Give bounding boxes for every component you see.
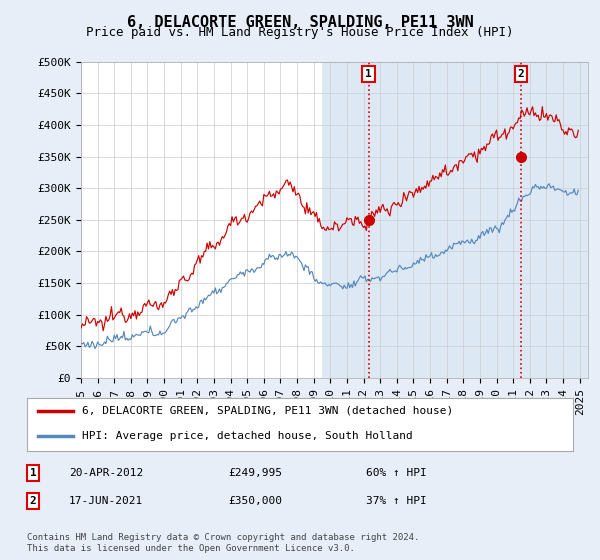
Text: Price paid vs. HM Land Registry's House Price Index (HPI): Price paid vs. HM Land Registry's House … [86,26,514,39]
Text: £249,995: £249,995 [228,468,282,478]
Text: HPI: Average price, detached house, South Holland: HPI: Average price, detached house, Sout… [82,431,412,441]
Text: 1: 1 [29,468,37,478]
Text: 17-JUN-2021: 17-JUN-2021 [69,496,143,506]
Bar [322,62,588,378]
Text: 2: 2 [29,496,37,506]
Text: £350,000: £350,000 [228,496,282,506]
Text: 6, DELACORTE GREEN, SPALDING, PE11 3WN: 6, DELACORTE GREEN, SPALDING, PE11 3WN [127,15,473,30]
Text: 1: 1 [365,69,372,80]
Text: 2: 2 [517,69,524,80]
Text: 37% ↑ HPI: 37% ↑ HPI [366,496,427,506]
Text: 60% ↑ HPI: 60% ↑ HPI [366,468,427,478]
Text: 20-APR-2012: 20-APR-2012 [69,468,143,478]
Text: Contains HM Land Registry data © Crown copyright and database right 2024.
This d: Contains HM Land Registry data © Crown c… [27,533,419,553]
Text: 6, DELACORTE GREEN, SPALDING, PE11 3WN (detached house): 6, DELACORTE GREEN, SPALDING, PE11 3WN (… [82,406,453,416]
